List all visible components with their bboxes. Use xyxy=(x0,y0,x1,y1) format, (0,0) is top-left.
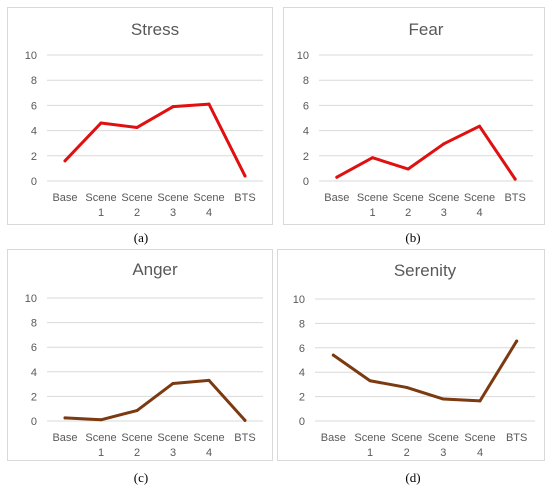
stress-x-tick-label: Scene 1 xyxy=(85,192,116,219)
chart-frame-anger xyxy=(7,249,273,461)
fear-data-point xyxy=(406,167,410,171)
serenity-data-point xyxy=(515,339,519,343)
caption-d: (d) xyxy=(405,470,421,485)
serenity-x-tick-label: Base xyxy=(321,432,346,444)
anger-chart-title: Anger xyxy=(132,260,178,279)
anger-x-tick-label: Scene 3 xyxy=(157,432,188,459)
serenity-x-tick-label: BTS xyxy=(506,432,527,444)
stress-data-point xyxy=(171,105,175,109)
stress-data-point xyxy=(99,121,103,125)
anger-y-tick-label: 8 xyxy=(31,318,37,330)
fear-data-point xyxy=(513,177,517,181)
anger-x-tick-label: Scene 2 xyxy=(121,432,152,459)
serenity-data-point xyxy=(405,385,409,389)
caption-b: (b) xyxy=(405,230,421,245)
serenity-y-tick-label: 6 xyxy=(299,343,305,355)
serenity-x-tick-label: Scene 2 xyxy=(391,432,422,459)
anger-data-point xyxy=(207,378,211,382)
anger-data-point xyxy=(243,418,247,422)
stress-x-tick-label: Scene 3 xyxy=(157,192,188,219)
fear-y-tick-label: 8 xyxy=(303,75,309,87)
serenity-y-tick-label: 8 xyxy=(299,318,305,330)
serenity-x-tick-label: Scene 3 xyxy=(428,432,459,459)
anger-x-tick-label: Base xyxy=(52,432,77,444)
anger-y-tick-label: 6 xyxy=(31,342,37,354)
fear-x-tick-label: BTS xyxy=(504,192,525,204)
anger-y-tick-label: 0 xyxy=(31,416,37,428)
serenity-data-point xyxy=(368,379,372,383)
stress-y-tick-label: 2 xyxy=(31,151,37,163)
chart-frame-stress xyxy=(7,7,273,225)
stress-data-point xyxy=(63,159,67,163)
anger-x-tick-label: BTS xyxy=(234,432,255,444)
fear-y-tick-label: 0 xyxy=(303,176,309,188)
serenity-series-line xyxy=(331,339,519,403)
stress-data-point xyxy=(243,174,247,178)
stress-y-tick-label: 0 xyxy=(31,176,37,188)
chart-frame-fear xyxy=(283,7,545,225)
serenity-data-point xyxy=(478,399,482,403)
anger-data-point xyxy=(63,416,67,420)
fear-y-tick-label: 4 xyxy=(303,126,309,138)
serenity-y-tick-label: 4 xyxy=(299,367,305,379)
fear-x-tick-label: Scene 3 xyxy=(428,192,459,219)
fear-x-tick-label: Scene 4 xyxy=(464,192,495,219)
stress-y-tick-label: 4 xyxy=(31,126,37,138)
fear-data-point xyxy=(478,124,481,128)
serenity-y-tick-label: 0 xyxy=(299,416,305,428)
stress-data-point xyxy=(207,102,211,106)
fear-x-tick-label: Base xyxy=(324,192,349,204)
serenity-data-point xyxy=(331,353,335,357)
anger-x-tick-label: Scene 1 xyxy=(85,432,116,459)
anger-data-point xyxy=(135,409,139,413)
stress-x-tick-label: Scene 4 xyxy=(193,192,224,219)
stress-x-tick-label: BTS xyxy=(234,192,255,204)
fear-series-line xyxy=(335,124,517,181)
anger-data-point xyxy=(171,381,175,385)
anger-x-tick-label: Scene 4 xyxy=(193,432,224,459)
fear-x-tick-label: Scene 1 xyxy=(357,192,388,219)
anger-y-tick-label: 10 xyxy=(25,293,37,305)
anger-y-tick-label: 2 xyxy=(31,391,37,403)
stress-chart-title: Stress xyxy=(131,20,179,39)
stress-x-tick-label: Scene 2 xyxy=(121,192,152,219)
fear-x-tick-label: Scene 2 xyxy=(393,192,424,219)
fear-data-point xyxy=(371,156,374,160)
stress-x-tick-label: Base xyxy=(52,192,77,204)
fear-chart-title: Fear xyxy=(409,20,444,39)
stress-y-tick-label: 6 xyxy=(31,100,37,112)
serenity-x-tick-label: Scene 4 xyxy=(464,432,495,459)
serenity-y-tick-label: 2 xyxy=(299,392,305,404)
serenity-chart-title: Serenity xyxy=(394,261,457,280)
stress-y-tick-label: 10 xyxy=(25,50,37,62)
anger-data-point xyxy=(99,418,103,422)
stress-data-point xyxy=(135,125,139,129)
fear-y-tick-label: 6 xyxy=(303,100,309,112)
fear-data-point xyxy=(442,142,446,146)
anger-series-line xyxy=(63,378,247,422)
serenity-y-tick-label: 10 xyxy=(293,294,305,306)
caption-c: (c) xyxy=(133,470,149,485)
chart-frame-serenity xyxy=(277,249,545,461)
fear-y-tick-label: 10 xyxy=(297,50,309,62)
fear-data-point xyxy=(335,175,339,179)
stress-y-tick-label: 8 xyxy=(31,75,37,87)
anger-y-tick-label: 4 xyxy=(31,367,37,379)
fear-y-tick-label: 2 xyxy=(303,151,309,163)
serenity-x-tick-label: Scene 1 xyxy=(354,432,385,459)
stress-series-line xyxy=(63,102,247,178)
serenity-data-point xyxy=(441,397,445,401)
caption-a: (a) xyxy=(133,230,149,245)
